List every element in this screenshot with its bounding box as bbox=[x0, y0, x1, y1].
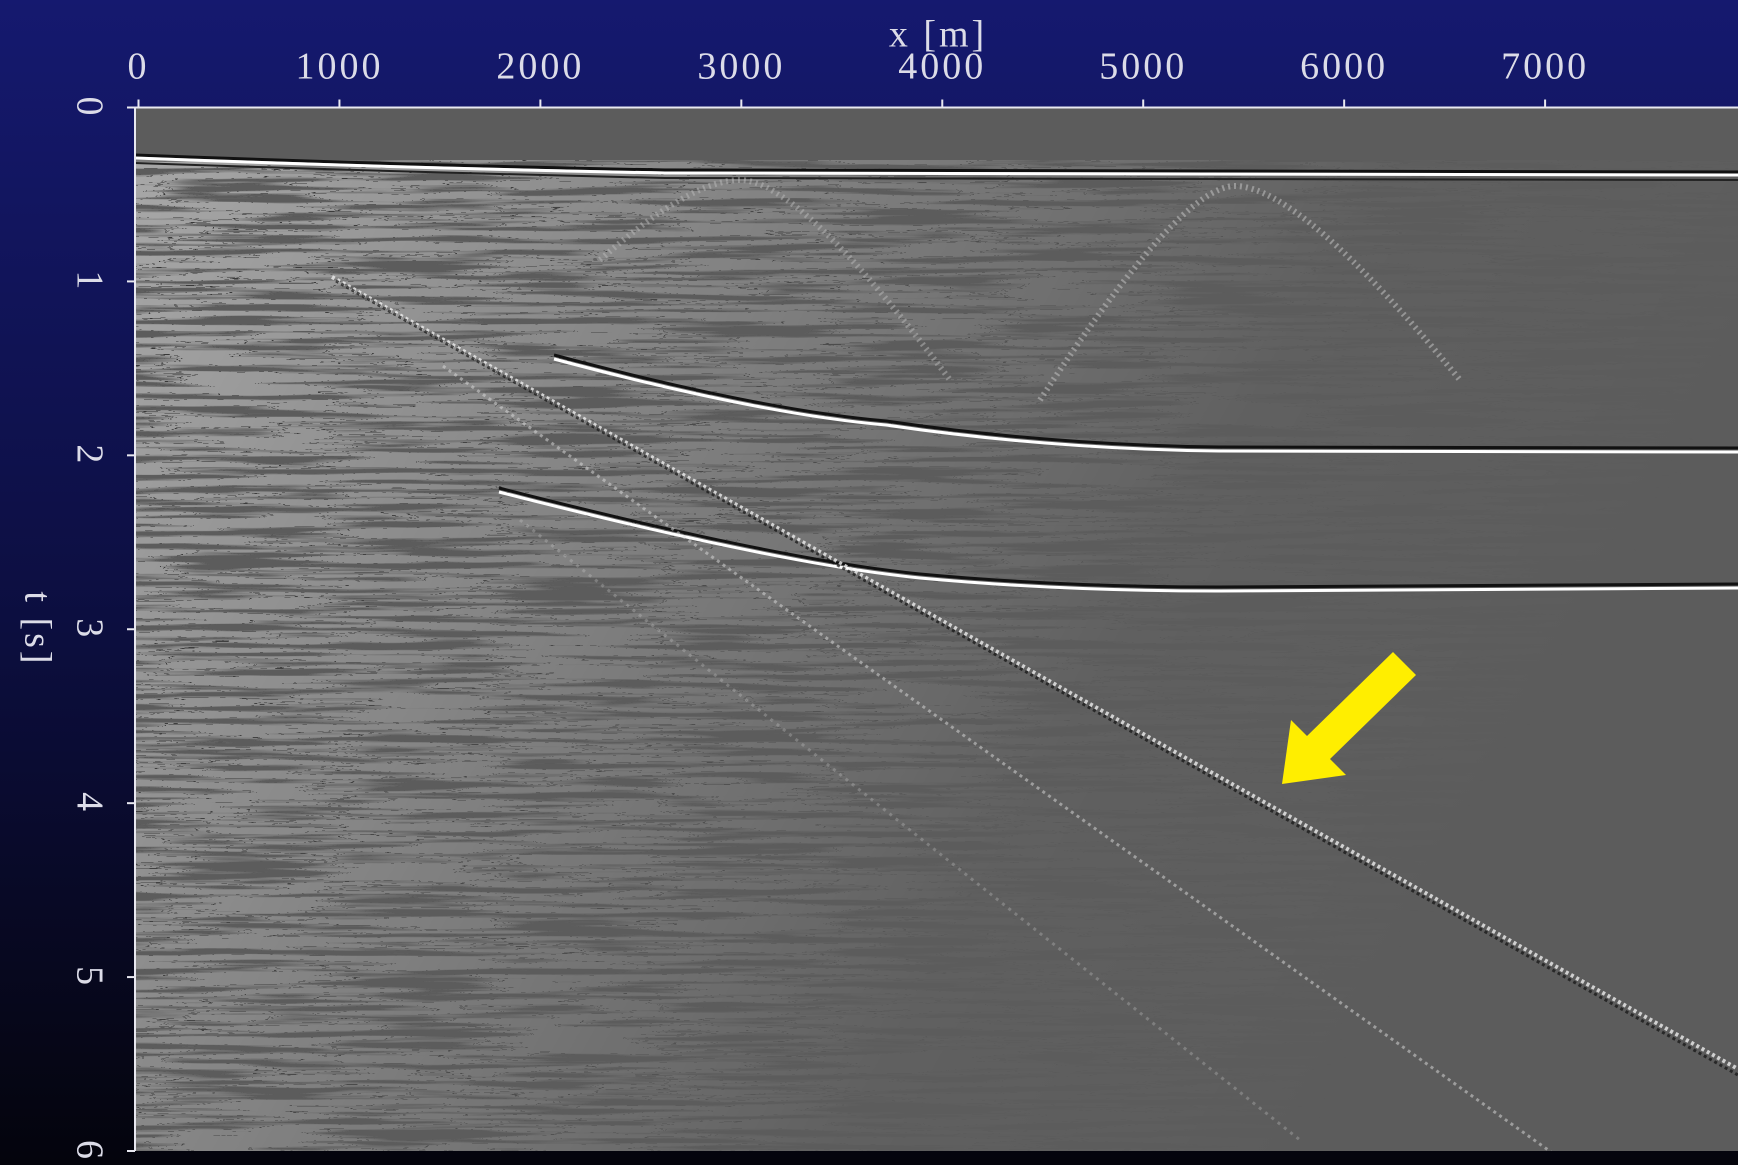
x-tick-label: 3000 bbox=[697, 46, 785, 88]
x-tick-label: 0 bbox=[128, 46, 150, 88]
y-axis-label: t [s] bbox=[16, 591, 58, 666]
image-noise bbox=[135, 160, 1738, 1151]
x-tick-label: 2000 bbox=[496, 46, 584, 88]
x-tick-label: 5000 bbox=[1099, 46, 1187, 88]
x-tick-label: 6000 bbox=[1300, 46, 1388, 88]
seismic-image bbox=[135, 107, 1738, 1151]
events bbox=[135, 153, 1738, 1151]
y-tick-label: 0 bbox=[68, 97, 110, 119]
y-tick-label: 6 bbox=[68, 1140, 110, 1162]
x-axis-label: x [m] bbox=[889, 14, 987, 56]
arrow-annotation bbox=[1282, 652, 1416, 784]
y-tick-label: 4 bbox=[68, 792, 110, 814]
x-tick-label: 7000 bbox=[1501, 46, 1589, 88]
y-tick-label: 2 bbox=[68, 444, 110, 466]
x-tick-label: 1000 bbox=[295, 46, 383, 88]
y-tick-label: 1 bbox=[68, 270, 110, 292]
x-tick-label: 4000 bbox=[898, 46, 986, 88]
y-tick-label: 5 bbox=[68, 966, 110, 988]
y-tick-label: 3 bbox=[68, 618, 110, 640]
